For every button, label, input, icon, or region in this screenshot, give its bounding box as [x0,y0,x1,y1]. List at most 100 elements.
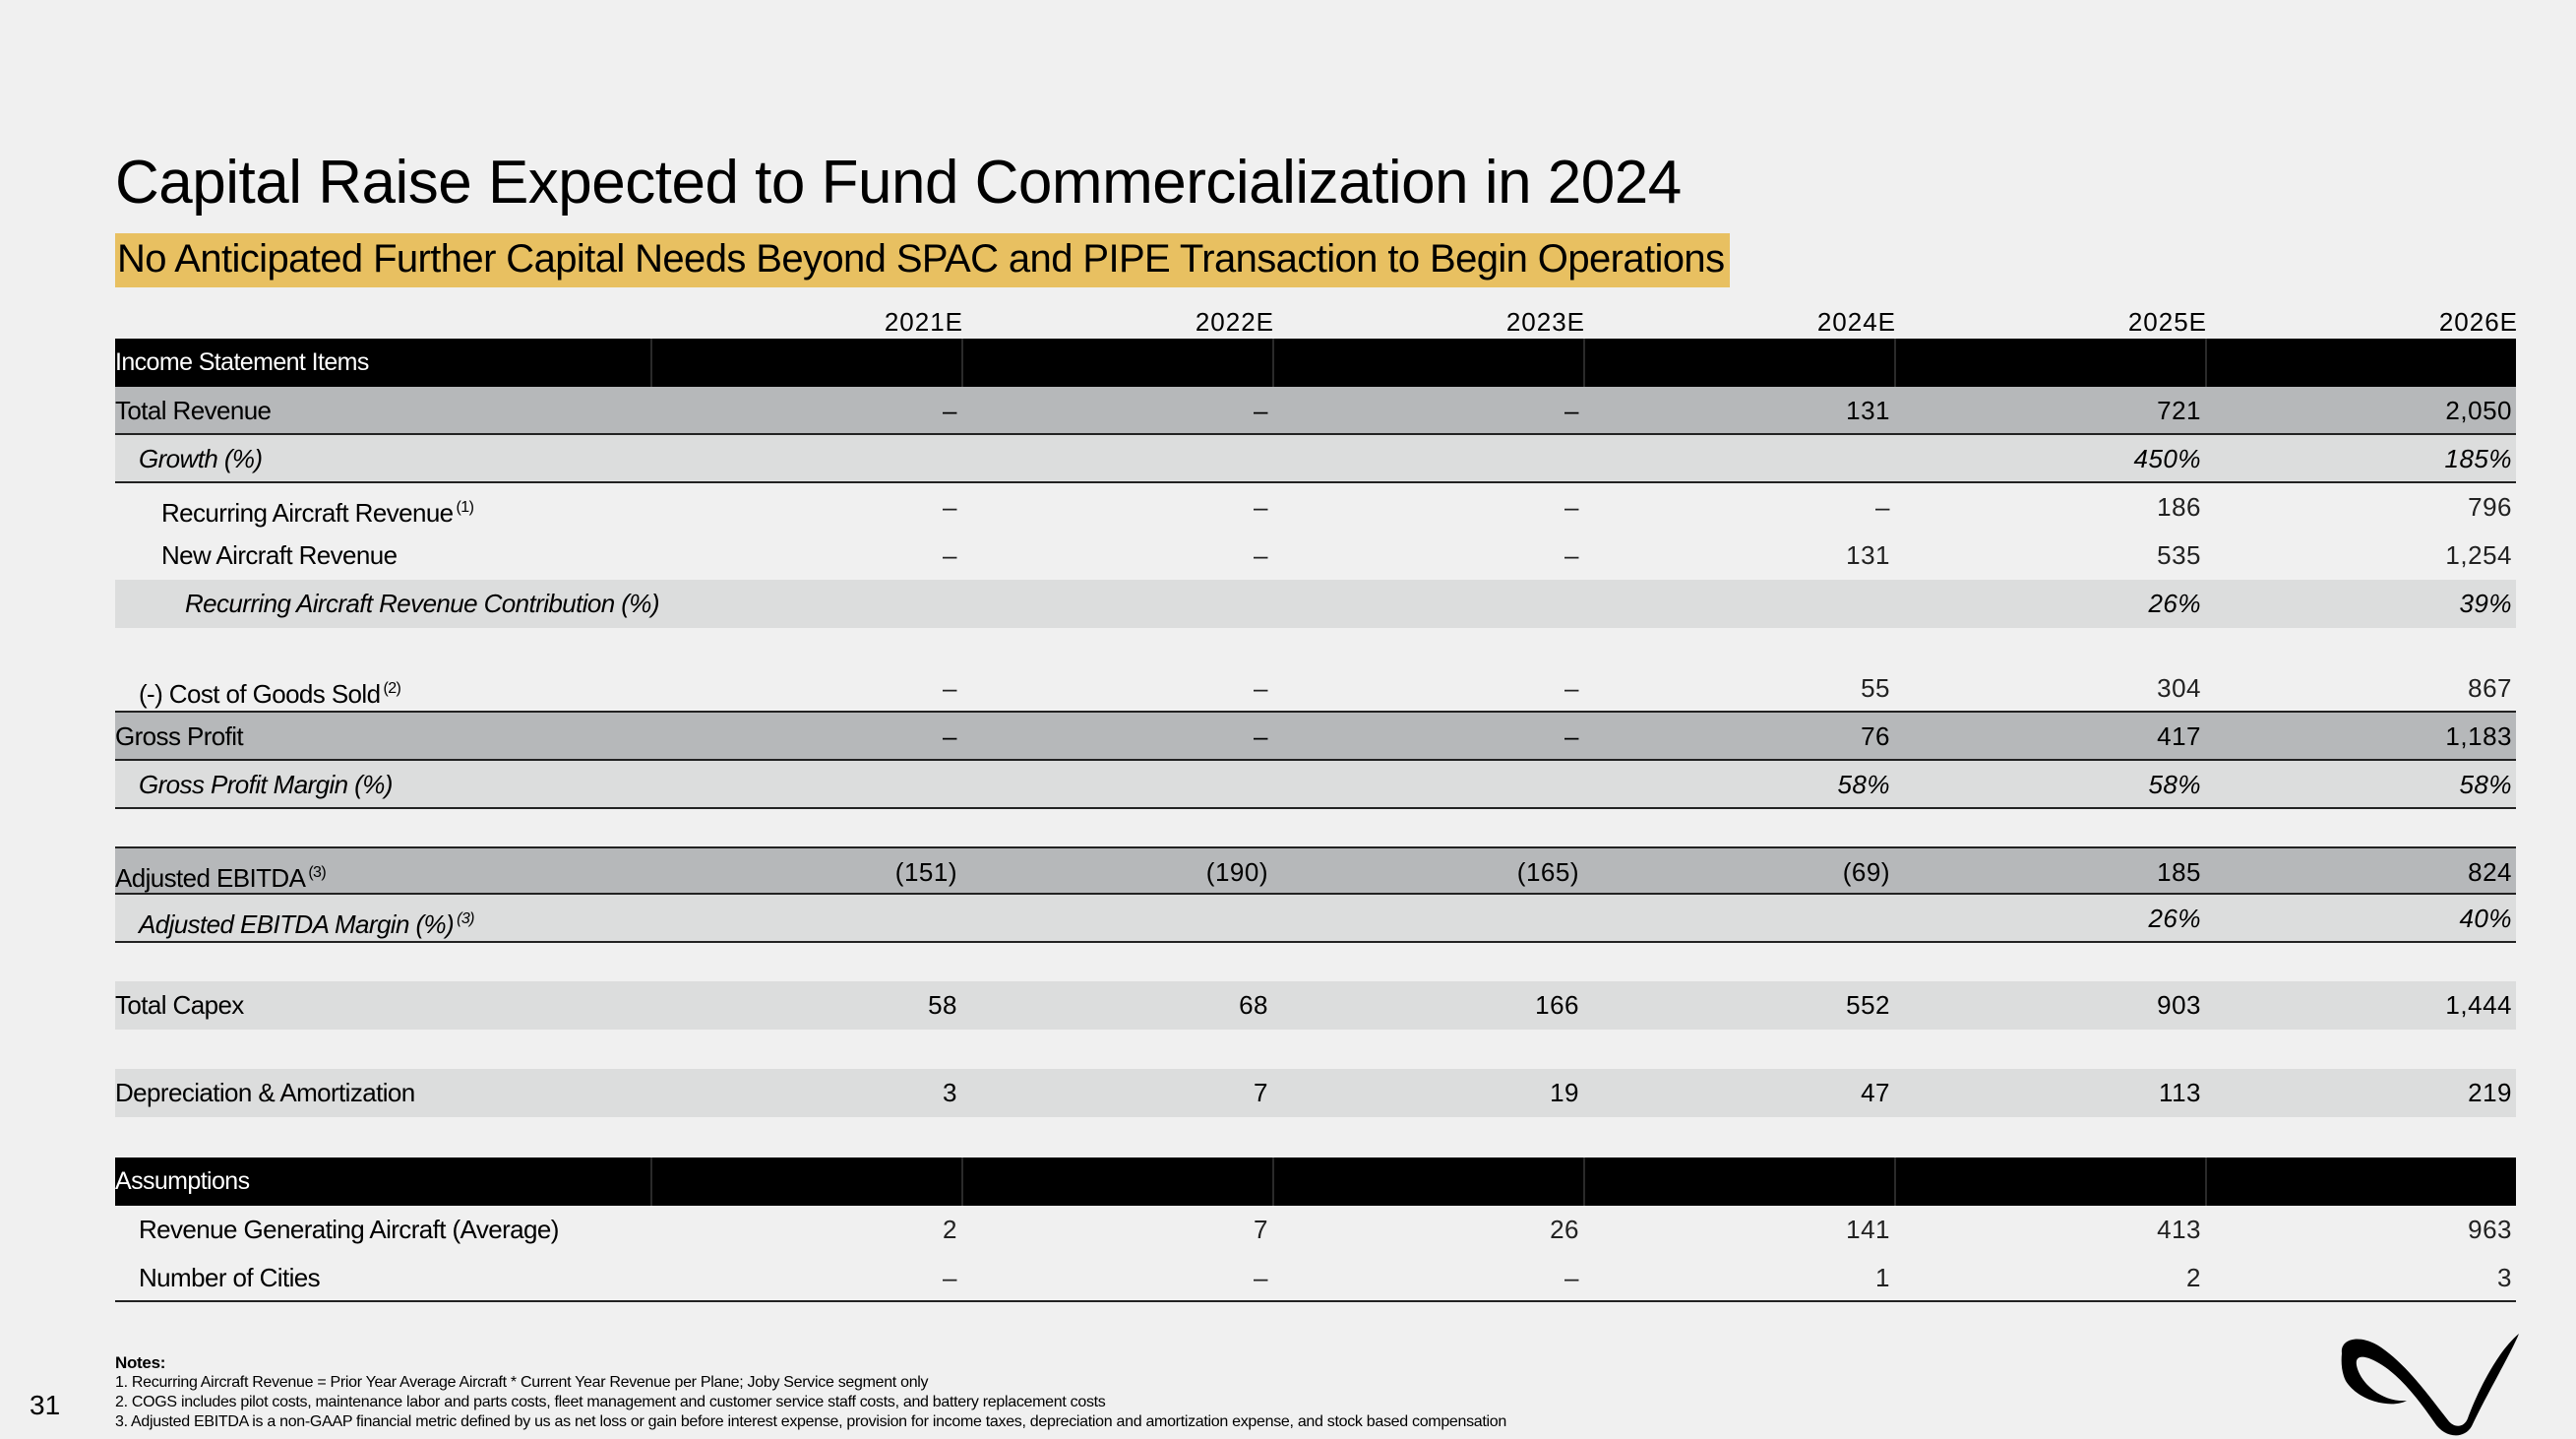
row-adjusted-ebitda-margin-label: Adjusted EBITDA Margin (%) (3) [139,895,474,949]
year-header-2021e: 2021E [884,307,963,337]
row-recurring-aircraft-revenue-value-2022e: – [1254,492,1268,522]
year-header: 2021E 2022E 2023E 2024E 2025E 2026E [115,307,2517,339]
row-recurring-contribution-value-2025e: 26% [2148,589,2201,618]
row-recurring-aircraft-revenue-value-2026e: 796 [2468,492,2512,522]
row-number-of-cities-value-2026e: 3 [2497,1263,2512,1292]
row-revenue-generating-aircraft-label-text: Revenue Generating Aircraft (Average) [139,1215,559,1244]
row-adjusted-ebitda-margin: Adjusted EBITDA Margin (%) (3) 26% 40% [115,895,2516,943]
row-adjusted-ebitda-margin-label-text: Adjusted EBITDA Margin (%) [139,909,455,939]
row-gross-profit-value-2026e: 1,183 [2445,721,2512,751]
row-revenue-generating-aircraft-value-2023e: 26 [1550,1215,1579,1244]
row-number-of-cities-label-text: Number of Cities [139,1263,321,1292]
row-adjusted-ebitda-label: Adjusted EBITDA (3) [115,848,327,903]
row-gross-profit-label-text: Gross Profit [115,721,244,751]
year-header-2024e: 2024E [1816,307,1896,337]
row-gross-profit-value-2021e: – [943,721,957,751]
row-cogs-value-2024e: 55 [1861,673,1890,703]
row-total-revenue-label-text: Total Revenue [115,396,272,425]
row-recurring-aircraft-revenue-footnote-ref: (1) [456,499,474,516]
row-number-of-cities-value-2024e: 1 [1875,1263,1890,1292]
row-cogs-value-2023e: – [1564,673,1579,703]
notes-title: Notes: [115,1353,166,1372]
row-new-aircraft-revenue-value-2021e: – [943,540,957,570]
row-revenue-generating-aircraft-label: Revenue Generating Aircraft (Average) [139,1206,559,1254]
row-total-revenue-value-2022e: – [1254,396,1268,425]
row-cogs-label-text: (-) Cost of Goods Sold [139,679,381,709]
row-gross-profit-value-2022e: – [1254,721,1268,751]
row-cogs-footnote-ref: (2) [383,680,401,697]
row-cogs-label: (-) Cost of Goods Sold (2) [139,664,401,719]
section-income-statement: Income Statement Items [115,339,2516,387]
row-new-aircraft-revenue-label: New Aircraft Revenue [161,532,398,580]
row-recurring-aircraft-revenue-label-text: Recurring Aircraft Revenue [161,498,454,528]
row-number-of-cities-value-2022e: – [1254,1263,1268,1292]
row-depreciation-amortization-label-text: Depreciation & Amortization [115,1078,415,1107]
row-recurring-aircraft-revenue-value-2025e: 186 [2157,492,2201,522]
row-gross-profit-margin-value-2024e: 58% [1837,770,1890,799]
row-recurring-contribution: Recurring Aircraft Revenue Contribution … [115,580,2516,628]
row-depreciation-amortization-value-2024e: 47 [1861,1078,1890,1107]
row-total-revenue-value-2026e: 2,050 [2445,396,2512,425]
row-recurring-aircraft-revenue-value-2021e: – [943,492,957,522]
row-total-revenue-value-2024e: 131 [1846,396,1890,425]
year-header-2022e: 2022E [1195,307,1274,337]
row-adjusted-ebitda-value-2024e: (69) [1842,857,1890,887]
row-new-aircraft-revenue-label-text: New Aircraft Revenue [161,540,398,570]
row-total-revenue-label: Total Revenue [115,387,272,435]
row-total-capex: Total Capex 58 68 166 552 903 1,444 [115,981,2516,1030]
row-recurring-aircraft-revenue-label: Recurring Aircraft Revenue (1) [161,483,474,537]
row-adjusted-ebitda-footnote-ref: (3) [308,864,327,881]
row-total-revenue: Total Revenue – – – 131 721 2,050 [115,387,2516,435]
section-assumptions-label: Assumptions [115,1167,250,1195]
row-depreciation-amortization-label: Depreciation & Amortization [115,1069,415,1117]
row-total-revenue-value-2023e: – [1564,396,1579,425]
row-cogs-value-2026e: 867 [2468,673,2512,703]
row-gross-profit-label: Gross Profit [115,713,244,761]
row-depreciation-amortization-value-2022e: 7 [1254,1078,1268,1107]
row-adjusted-ebitda-margin-footnote-ref: (3) [457,910,474,927]
note-item-2: 2. COGS includes pilot costs, maintenanc… [115,1394,1106,1410]
row-adjusted-ebitda-value-2025e: 185 [2157,857,2201,887]
row-growth-value-2025e: 450% [2133,444,2201,473]
row-growth-label-text: Growth (%) [139,444,263,473]
row-adjusted-ebitda-value-2021e: (151) [894,857,957,887]
row-total-capex-value-2022e: 68 [1239,990,1268,1020]
row-number-of-cities-value-2023e: – [1564,1263,1579,1292]
row-growth: Growth (%) 450% 185% [115,435,2516,483]
row-depreciation-amortization-value-2021e: 3 [943,1078,957,1107]
row-total-revenue-value-2025e: 721 [2157,396,2201,425]
row-depreciation-amortization-value-2025e: 113 [2159,1078,2201,1107]
row-gross-profit: Gross Profit – – – 76 417 1,183 [115,713,2516,761]
row-total-capex-value-2024e: 552 [1846,990,1890,1020]
row-revenue-generating-aircraft-value-2022e: 7 [1254,1215,1268,1244]
row-new-aircraft-revenue-value-2022e: – [1254,540,1268,570]
row-growth-label: Growth (%) [139,435,263,483]
row-total-capex-label: Total Capex [115,981,244,1030]
row-total-capex-value-2023e: 166 [1535,990,1579,1020]
note-item-1: 1. Recurring Aircraft Revenue = Prior Ye… [115,1374,929,1391]
year-header-2023e: 2023E [1505,307,1585,337]
row-recurring-contribution-value-2026e: 39% [2459,589,2512,618]
slide-subtitle: No Anticipated Further Capital Needs Bey… [115,233,1731,287]
row-total-capex-label-text: Total Capex [115,990,244,1020]
row-new-aircraft-revenue-value-2025e: 535 [2157,540,2201,570]
row-adjusted-ebitda: Adjusted EBITDA (3) (151) (190) (165) (69) 185… [115,846,2516,895]
row-number-of-cities-label: Number of Cities [139,1254,321,1302]
row-adjusted-ebitda-value-2022e: (190) [1205,857,1268,887]
row-adjusted-ebitda-label-text: Adjusted EBITDA [115,863,306,893]
row-adjusted-ebitda-value-2026e: 824 [2468,857,2512,887]
joby-logo-icon [2341,1334,2519,1436]
row-recurring-aircraft-revenue-value-2024e: – [1875,492,1890,522]
row-cogs-value-2022e: – [1254,673,1268,703]
row-total-capex-value-2025e: 903 [2157,990,2201,1020]
row-total-revenue-value-2021e: – [943,396,957,425]
row-number-of-cities: Number of Cities – – – 1 2 3 [115,1254,2516,1302]
row-gross-profit-margin: Gross Profit Margin (%) 58% 58% 58% [115,761,2516,809]
row-revenue-generating-aircraft: Revenue Generating Aircraft (Average) 2 7 2… [115,1206,2516,1254]
row-adjusted-ebitda-value-2023e: (165) [1516,857,1579,887]
row-new-aircraft-revenue-value-2023e: – [1564,540,1579,570]
slide-title: Capital Raise Expected to Fund Commercia… [115,149,1682,217]
row-cogs: (-) Cost of Goods Sold (2) – – – 55 304 867 [115,664,2516,713]
section-income-statement-label: Income Statement Items [115,348,369,376]
year-header-2025e: 2025E [2127,307,2207,337]
